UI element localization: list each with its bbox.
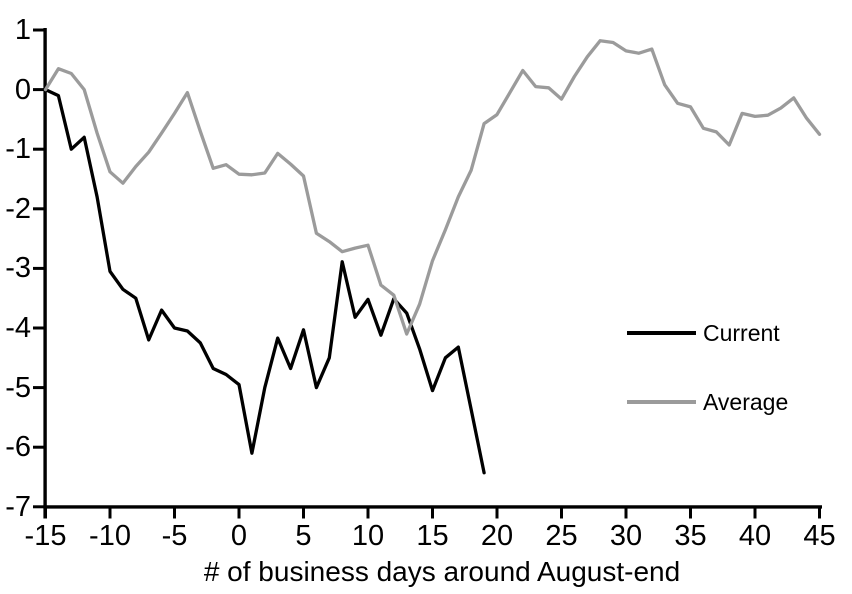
y-tick-label: -1 xyxy=(5,133,31,166)
y-tick-label: -3 xyxy=(5,252,31,285)
y-tick-label: -2 xyxy=(5,192,31,225)
average-line-swatch xyxy=(627,400,696,404)
series-line-average xyxy=(43,39,822,336)
x-tick-label: 0 xyxy=(230,520,248,552)
y-tick-label: -6 xyxy=(5,431,31,464)
y-tick-label: -5 xyxy=(5,371,31,404)
x-axis-title: # of business days around August-end xyxy=(203,556,681,587)
y-tick-label: -7 xyxy=(5,490,31,523)
x-tick-label: -5 xyxy=(161,520,188,552)
x-tick-label: 20 xyxy=(480,520,514,552)
y-tick-label: 1 xyxy=(14,14,31,46)
y-tick-label: 0 xyxy=(14,73,31,106)
legend-label-average: Average xyxy=(703,388,789,415)
legend-item-average: Average xyxy=(627,387,788,417)
x-tick-label: -10 xyxy=(89,520,131,552)
x-tick-label: -15 xyxy=(24,520,67,552)
x-tick-label: 15 xyxy=(416,520,449,552)
current-line-swatch xyxy=(627,331,696,335)
x-tick-label: 40 xyxy=(738,520,772,552)
series-line-current xyxy=(43,87,486,475)
x-tick-label: 5 xyxy=(295,520,312,552)
x-tick-label: 25 xyxy=(545,520,578,552)
x-tick-label: 10 xyxy=(351,520,385,552)
legend-item-current: Current xyxy=(627,318,780,348)
y-tick-label: -4 xyxy=(5,312,31,344)
x-tick-label: 35 xyxy=(674,520,707,552)
x-tick-label: 30 xyxy=(609,520,643,552)
x-tick-label: 45 xyxy=(803,520,836,552)
legend-label-current: Current xyxy=(703,319,780,346)
